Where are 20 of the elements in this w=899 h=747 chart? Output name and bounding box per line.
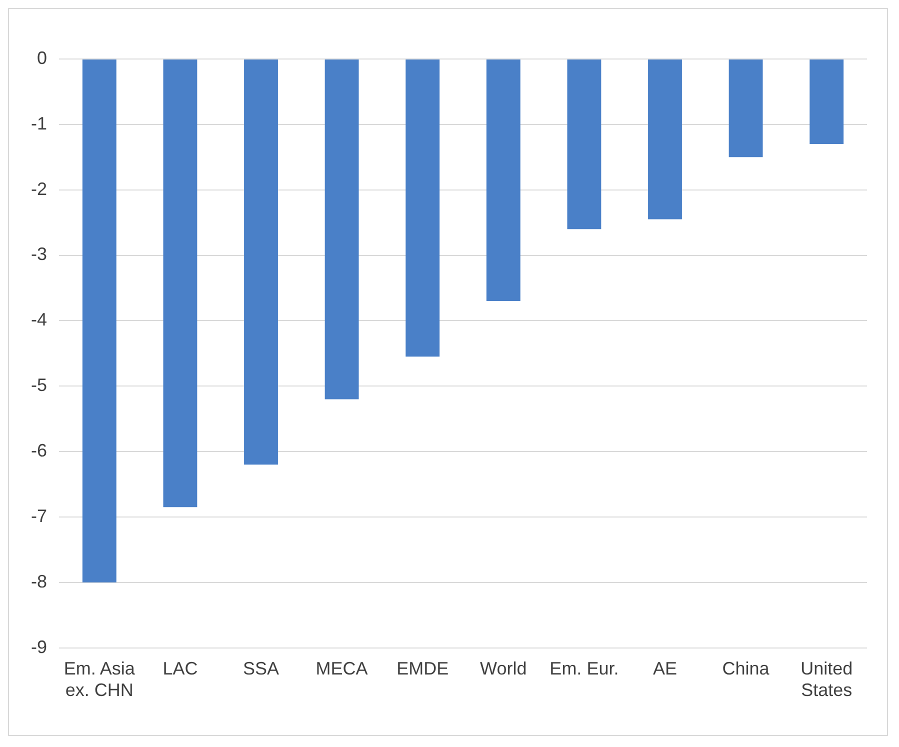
y-tick-label: -8 [30,571,48,592]
x-tick-label: LAC [162,658,198,679]
y-tick-label: -9 [30,636,48,657]
x-tick-label: EMDE [396,658,449,679]
y-tick-label: -2 [30,178,48,199]
x-tick-label: World [480,658,527,679]
y-tick-label: -1 [30,113,48,134]
x-tick-label: Em. Asia ex. CHN [64,658,136,700]
x-tick-label: Em. Eur. [550,658,619,679]
y-tick-label: 0 [36,48,48,68]
x-tick-label: SSA [242,658,280,679]
x-tick-label: United States [800,658,853,700]
y-tick-label: -4 [30,310,48,330]
y-tick-label: -5 [30,375,48,396]
y-tick-label: -7 [30,506,48,526]
y-tick-label: -6 [30,440,48,460]
y-tick-label: -3 [30,244,48,264]
x-tick-label: MECA [316,658,368,679]
x-tick-label: AE [652,658,678,679]
x-tick-label: China [722,658,770,679]
